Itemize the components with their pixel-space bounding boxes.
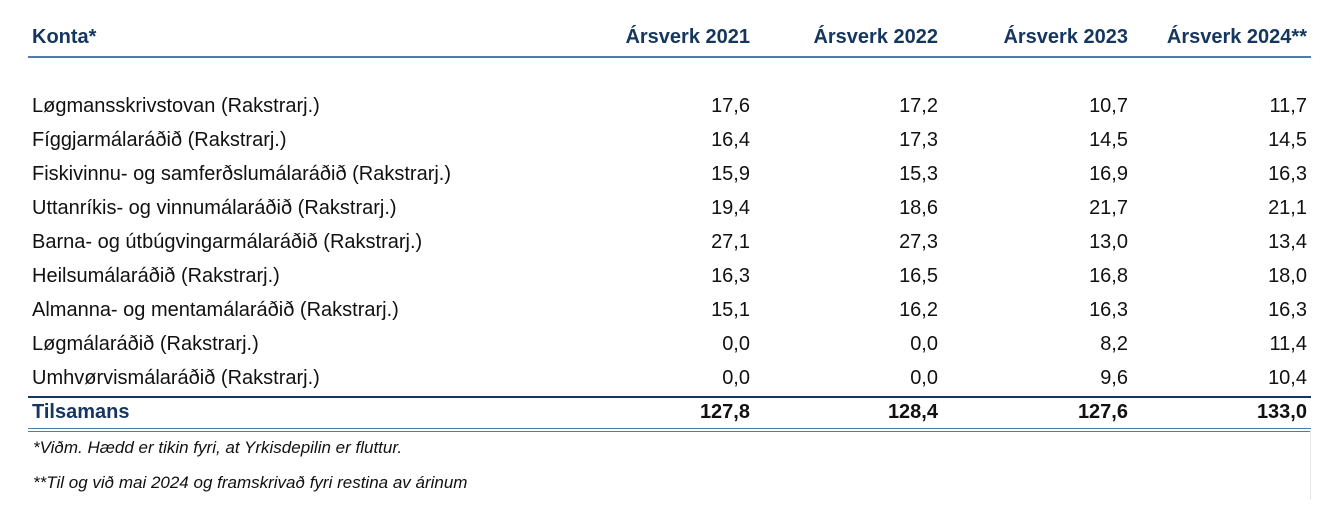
row-label: Heilsumálaráðið (Rakstrarj.) xyxy=(32,265,280,287)
total-2024: 133,0 xyxy=(1256,401,1307,423)
table-row: Almanna- og mentamálaráðið (Rakstrarj.) 1… xyxy=(28,294,1311,328)
header-konta: Konta* xyxy=(32,26,97,48)
row-value-2024: 11,4 xyxy=(1269,333,1307,355)
page-edge-rule xyxy=(1310,430,1311,500)
row-value-2022: 15,3 xyxy=(899,163,938,185)
row-value-2023: 14,5 xyxy=(1089,129,1128,151)
row-value-2024: 13,4 xyxy=(1268,231,1307,253)
row-value-2022: 16,2 xyxy=(899,299,938,321)
total-2021: 127,8 xyxy=(699,401,750,423)
row-value-2022: 17,2 xyxy=(899,95,938,117)
row-value-2022: 0,0 xyxy=(910,367,938,389)
table-row: Heilsumálaráðið (Rakstrarj.) 16,3 16,5 16,8… xyxy=(28,260,1311,294)
row-label: Løgmálaráðið (Rakstrarj.) xyxy=(32,333,259,355)
table-row: Umhvørvismálaráðið (Rakstrarj.) 0,0 0,0 9,6… xyxy=(28,362,1311,396)
row-label: Almanna- og mentamálaráðið (Rakstrarj.) xyxy=(32,299,399,321)
row-value-2021: 16,4 xyxy=(711,129,750,151)
table-row: Løgmansskrivstovan (Rakstrarj.) 17,6 17,2 1… xyxy=(28,90,1311,124)
table-row: Løgmálaráðið (Rakstrarj.) 0,0 0,0 8,2 11,4 xyxy=(28,328,1311,362)
row-label: Løgmansskrivstovan (Rakstrarj.) xyxy=(32,95,320,117)
row-value-2021: 0,0 xyxy=(722,333,750,355)
row-label: Barna- og útbúgvingarmálaráðið (Rakstrar… xyxy=(32,231,423,253)
total-2023: 127,6 xyxy=(1077,401,1128,423)
row-value-2024: 21,1 xyxy=(1268,197,1307,219)
row-value-2023: 16,8 xyxy=(1089,265,1128,287)
table-header: Konta* Ársverk 2021 Ársverk 2022 Ársverk… xyxy=(28,18,1311,58)
table-row: Barna- og útbúgvingarmálaráðið (Rakstrar… xyxy=(28,226,1311,260)
row-value-2023: 10,7 xyxy=(1089,95,1128,117)
row-label: Fíggjarmálaráðið (Rakstrarj.) xyxy=(32,129,287,151)
row-value-2022: 16,5 xyxy=(899,265,938,287)
total-2022: 128,4 xyxy=(887,401,938,423)
footnote-1: *Viðm. Hædd er tikin fyri, at Yrkisdepil… xyxy=(33,438,403,457)
row-value-2022: 27,3 xyxy=(899,231,938,253)
row-value-2024: 16,3 xyxy=(1268,163,1307,185)
row-value-2021: 27,1 xyxy=(711,231,750,253)
total-label: Tilsamans xyxy=(32,401,130,423)
table-row: Uttanríkis- og vinnumálaráðið (Rakstrarj… xyxy=(28,192,1311,226)
row-value-2023: 9,6 xyxy=(1100,367,1128,389)
header-2023: Ársverk 2023 xyxy=(1003,26,1128,48)
staffing-table: Konta* Ársverk 2021 Ársverk 2022 Ársverk… xyxy=(28,18,1311,432)
footnote-2: **Til og við mai 2024 og framskrivað fyr… xyxy=(33,473,468,492)
row-value-2023: 16,3 xyxy=(1089,299,1128,321)
header-spacer xyxy=(28,58,1311,90)
table-row: Fiskivinnu- og samferðslumálaráðið (Raks… xyxy=(28,158,1311,192)
row-value-2023: 21,7 xyxy=(1089,197,1128,219)
row-value-2024: 14,5 xyxy=(1268,129,1307,151)
footnotes: *Viðm. Hædd er tikin fyri, at Yrkisdepil… xyxy=(33,437,467,507)
row-value-2024: 16,3 xyxy=(1268,299,1307,321)
row-label: Uttanríkis- og vinnumálaráðið (Rakstrarj… xyxy=(32,197,397,219)
row-value-2021: 17,6 xyxy=(711,95,750,117)
row-value-2024: 10,4 xyxy=(1268,367,1307,389)
row-value-2023: 13,0 xyxy=(1089,231,1128,253)
row-value-2022: 17,3 xyxy=(899,129,938,151)
table-body: Løgmansskrivstovan (Rakstrarj.) 17,6 17,2 1… xyxy=(28,90,1311,396)
table-row: Fíggjarmálaráðið (Rakstrarj.) 16,4 17,3 14,… xyxy=(28,124,1311,158)
row-value-2021: 19,4 xyxy=(711,197,750,219)
row-value-2021: 15,9 xyxy=(711,163,750,185)
row-value-2021: 0,0 xyxy=(722,367,750,389)
row-label: Umhvørvismálaráðið (Rakstrarj.) xyxy=(32,367,320,389)
row-value-2024: 18,0 xyxy=(1268,265,1307,287)
header-2022: Ársverk 2022 xyxy=(813,26,938,48)
row-label: Fiskivinnu- og samferðslumálaráðið (Raks… xyxy=(32,163,452,185)
header-2021: Ársverk 2021 xyxy=(625,26,750,48)
row-value-2023: 16,9 xyxy=(1089,163,1128,185)
row-value-2022: 0,0 xyxy=(910,333,938,355)
row-value-2021: 15,1 xyxy=(711,299,750,321)
row-value-2023: 8,2 xyxy=(1100,333,1128,355)
row-value-2024: 11,7 xyxy=(1269,95,1307,117)
header-2024: Ársverk 2024** xyxy=(1166,26,1307,48)
total-row: Tilsamans 127,8 128,4 127,6 133,0 xyxy=(28,396,1311,432)
row-value-2022: 18,6 xyxy=(899,197,938,219)
row-value-2021: 16,3 xyxy=(711,265,750,287)
